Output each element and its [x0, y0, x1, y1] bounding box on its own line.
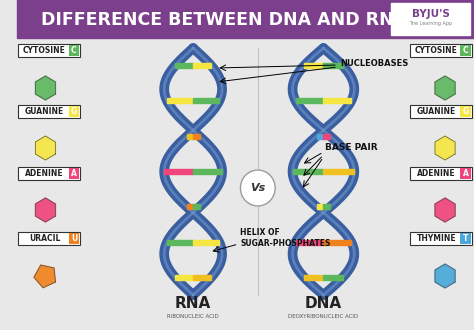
Bar [18, 167, 80, 180]
Bar [17, 0, 474, 38]
Bar [193, 275, 211, 280]
Text: G: G [463, 107, 469, 116]
Bar [187, 134, 193, 139]
Text: GUANINE: GUANINE [417, 107, 456, 116]
Text: BYJU'S: BYJU'S [411, 9, 449, 19]
Bar [193, 63, 211, 68]
Text: THYMINE: THYMINE [417, 234, 456, 243]
Text: RIBONUCLEIC ACID: RIBONUCLEIC ACID [167, 314, 219, 318]
Polygon shape [435, 136, 455, 160]
Text: GUANINE: GUANINE [25, 107, 64, 116]
Text: The Learning App: The Learning App [409, 21, 452, 26]
Bar [193, 134, 200, 139]
Polygon shape [36, 76, 55, 100]
Bar [167, 98, 193, 103]
Bar [164, 169, 193, 174]
Bar [18, 105, 80, 118]
Text: DEOXYRIBONUCLEIC ACID: DEOXYRIBONUCLEIC ACID [288, 314, 358, 318]
Text: ADENINE: ADENINE [417, 169, 456, 178]
Polygon shape [36, 136, 55, 160]
Text: G: G [71, 107, 77, 116]
Polygon shape [435, 198, 455, 222]
Bar [317, 204, 323, 209]
Bar [69, 168, 79, 179]
Text: CYTOSINE: CYTOSINE [23, 46, 66, 55]
Text: DNA: DNA [305, 296, 342, 312]
Text: C: C [463, 46, 469, 55]
Bar [296, 240, 323, 245]
Bar [323, 134, 330, 139]
Text: U: U [71, 234, 77, 243]
Text: NUCLEOBASES: NUCLEOBASES [340, 59, 408, 69]
Text: ADENINE: ADENINE [25, 169, 64, 178]
Bar [193, 98, 219, 103]
Bar [317, 134, 323, 139]
Bar [296, 98, 323, 103]
Bar [460, 106, 471, 117]
Bar [304, 275, 323, 280]
Bar [460, 45, 471, 56]
Bar [410, 232, 472, 245]
Bar [69, 45, 79, 56]
Bar [187, 204, 193, 209]
Text: URACIL: URACIL [29, 234, 60, 243]
Text: C: C [71, 46, 77, 55]
Bar [292, 169, 323, 174]
Bar [323, 204, 330, 209]
Polygon shape [435, 76, 455, 100]
Bar [323, 169, 355, 174]
Text: A: A [71, 169, 77, 178]
Bar [175, 63, 193, 68]
Bar [167, 240, 193, 245]
Bar [69, 106, 79, 117]
Bar [323, 240, 351, 245]
Text: A: A [463, 169, 469, 178]
Bar [18, 232, 80, 245]
Bar [193, 169, 222, 174]
Bar [69, 233, 79, 244]
Polygon shape [435, 264, 455, 288]
Bar [323, 98, 351, 103]
Bar [410, 44, 472, 57]
Bar [193, 204, 200, 209]
Text: BASE PAIR: BASE PAIR [325, 144, 378, 152]
Polygon shape [36, 198, 55, 222]
Text: Vs: Vs [250, 183, 265, 193]
Text: T: T [463, 234, 468, 243]
Bar [193, 240, 219, 245]
Bar [175, 275, 193, 280]
Bar [323, 275, 343, 280]
Bar [304, 63, 323, 68]
Polygon shape [34, 265, 55, 288]
Text: DIFFERENCE BETWEEN DNA AND RNA: DIFFERENCE BETWEEN DNA AND RNA [41, 11, 407, 29]
Bar [391, 3, 470, 35]
Bar [410, 105, 472, 118]
Bar [323, 63, 343, 68]
Text: RNA: RNA [175, 296, 211, 312]
Bar [18, 44, 80, 57]
Circle shape [240, 170, 275, 206]
Text: CYTOSINE: CYTOSINE [415, 46, 458, 55]
Bar [410, 167, 472, 180]
Bar [460, 233, 471, 244]
Text: HELIX OF
SUGAR-PHOSPHATES: HELIX OF SUGAR-PHOSPHATES [240, 228, 331, 248]
Bar [460, 168, 471, 179]
